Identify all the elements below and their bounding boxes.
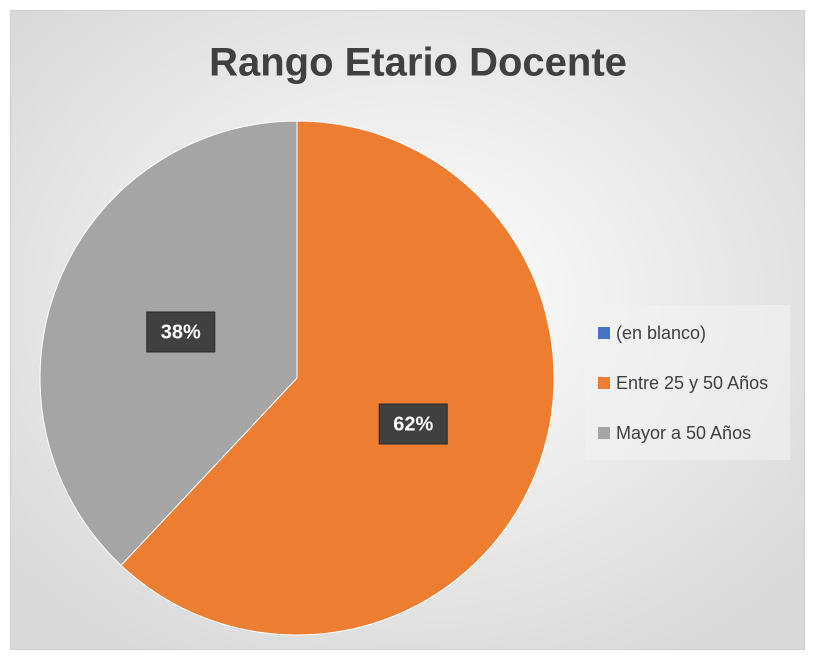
- legend-label: (en blanco): [616, 323, 706, 343]
- data-label: 62%: [393, 413, 433, 435]
- legend-swatch: [598, 327, 610, 339]
- legend-swatch: [598, 377, 610, 389]
- pie-slice: [120, 120, 555, 636]
- chart-title: Rango Etario Docente: [209, 41, 627, 85]
- data-label: 38%: [161, 321, 201, 343]
- legend-box: [585, 305, 790, 460]
- data-label-box: [378, 403, 448, 445]
- data-label-box: [146, 311, 216, 353]
- legend-swatch: [598, 427, 610, 439]
- legend-label: Mayor a 50 Años: [616, 423, 751, 443]
- legend-label: Entre 25 y 50 Años: [616, 373, 768, 393]
